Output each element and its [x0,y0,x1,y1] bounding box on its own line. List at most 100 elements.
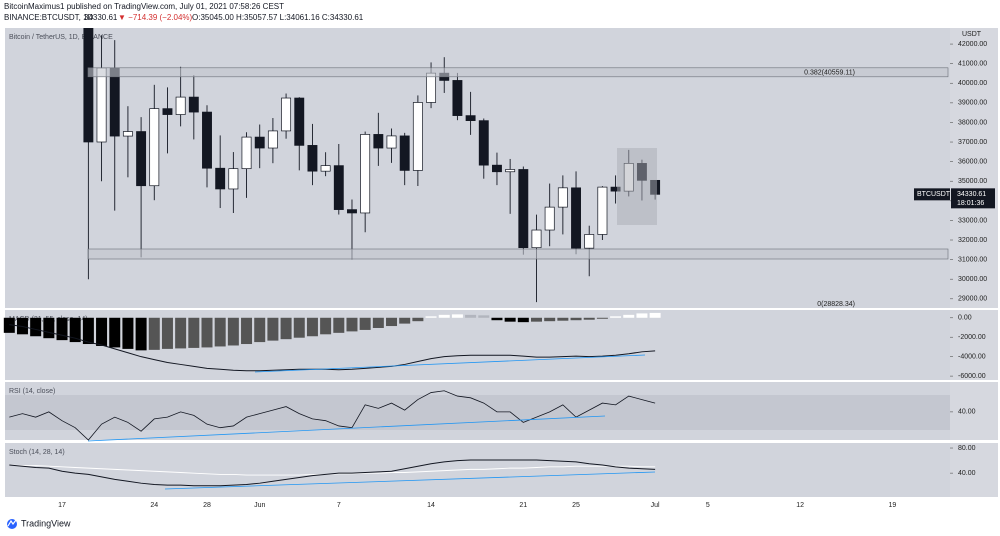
macd-bar [359,317,371,330]
candle-body [294,97,305,146]
candle-body [175,96,186,115]
stoch-k [9,459,656,487]
y-tick-label: 31000.00 [958,256,987,263]
pane-title: Bitcoin / TetherUS, 1D, BINANCE [9,34,113,41]
macd-bar [320,317,332,335]
axis-bg [950,310,998,380]
candle-body [228,168,239,190]
fib-label: 0(28828.34) [817,301,855,308]
macd-bar [56,317,68,341]
x-tick-label: 17 [58,502,66,509]
pane-title: Stoch (14, 28, 14) [9,449,65,456]
macd-bar [451,314,463,318]
x-tick-label: 19 [888,502,896,509]
macd-bar [241,317,253,345]
macd-bar [254,317,266,343]
macd-bar [596,317,608,319]
macd-bar [465,314,477,318]
candle-body [505,169,516,173]
price-tag-bg [914,188,950,201]
macd-bar [517,317,529,323]
y-tick-label: -2000.00 [958,334,986,341]
macd-bar [293,317,305,338]
price-tag-countdown: 18:01:36 [957,200,984,207]
price-tag-value-bg [951,188,995,209]
candle-body [320,165,331,172]
y-tick-label: 39000.00 [958,100,987,107]
macd-bar [109,317,121,348]
y-tick-label: 40.00 [958,409,976,416]
x-tick-label: Jun [254,502,265,509]
axis-bg [950,382,998,440]
y-tick-label: 40.00 [958,470,976,477]
candle-body [267,130,278,149]
pane-bg [5,443,950,497]
candle-body [162,108,173,115]
ohlc: O:35045.00 H:35057.57 L:34061.16 C:34330… [192,13,364,22]
macd-bar [214,317,226,347]
x-tick-label: 7 [337,502,341,509]
rsi-line [9,390,656,441]
macd-bar [30,317,42,337]
x-tick-label: Jul [651,502,660,509]
macd-bar [161,317,173,349]
macd-bar [280,317,292,340]
macd-bar [570,317,582,321]
macd-bar [346,317,358,332]
macd-bar [636,313,648,318]
candle-body [399,135,410,171]
candle-body [544,206,555,231]
candle-body [571,187,581,249]
candle-body [333,165,344,210]
macd-line [9,324,656,372]
macd-bar [557,317,569,321]
author-line: BitcoinMaximus1 published on TradingView… [4,2,284,11]
candle-body [254,136,265,149]
candle-body [188,96,199,113]
x-tick-label: 5 [706,502,710,509]
candle-body [215,167,226,190]
macd-bar [438,314,450,318]
trendline [87,415,606,442]
y-tick-label: 36000.00 [958,158,987,165]
macd-bar [188,317,200,348]
candle-body [597,186,608,235]
candle-body [478,120,489,166]
candle-body [241,136,252,170]
macd-bar [267,317,279,341]
macd-bar [372,317,384,328]
candle-body [386,135,397,149]
symbol: BINANCE:BTCUSDT, 1D [4,13,94,22]
macd-bar [69,317,81,343]
y-tick-label: 33000.00 [958,217,987,224]
macd-bar [43,317,55,339]
pane-bg [5,310,950,380]
macd-bar [386,317,398,327]
candle-body [492,164,502,173]
x-tick-label: 14 [427,502,435,509]
brand: TradingView [21,518,71,528]
y-tick-label: 41000.00 [958,61,987,68]
macd-bar [504,317,516,322]
macd-bar [583,317,595,320]
macd-bar [491,317,503,321]
macd-bar [82,317,94,345]
macd-bar [649,312,661,318]
x-tick-label: 24 [150,502,158,509]
macd-bar [175,317,187,349]
candle-body [96,67,107,143]
candle-body [122,131,133,137]
macd-bar [544,317,556,322]
logo [7,519,17,529]
support-zone [87,248,949,260]
macd-bar [135,317,147,351]
price-tag-symbol: BTCUSDT [917,191,951,198]
fib-label: 0.382(40559.11) [804,70,855,77]
macd-bar [122,317,134,349]
candle-body [136,131,147,187]
candle-body [307,145,318,172]
y-tick-label: 35000.00 [958,178,987,185]
candle-body [584,234,595,249]
